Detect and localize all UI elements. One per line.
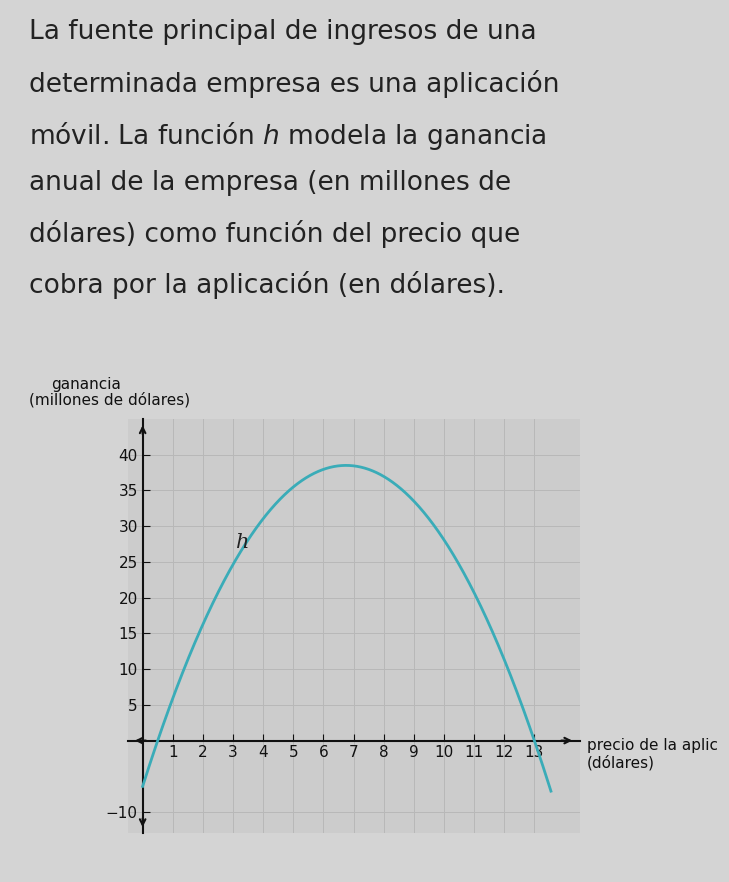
- Text: dólares) como función del precio que: dólares) como función del precio que: [29, 220, 521, 249]
- Text: (dólares): (dólares): [587, 755, 655, 771]
- Text: cobra por la aplicación (en dólares).: cobra por la aplicación (en dólares).: [29, 271, 505, 299]
- Text: La fuente principal de ingresos de una: La fuente principal de ingresos de una: [29, 19, 537, 45]
- Text: ganancia: ganancia: [51, 377, 121, 392]
- Text: h: h: [236, 533, 249, 551]
- Text: determinada empresa es una aplicación: determinada empresa es una aplicación: [29, 70, 560, 98]
- Text: anual de la empresa (en millones de: anual de la empresa (en millones de: [29, 170, 511, 196]
- Text: precio de la aplic: precio de la aplic: [587, 737, 718, 753]
- Text: (millones de dólares): (millones de dólares): [29, 392, 190, 407]
- Text: móvil. La función $h$ modela la ganancia: móvil. La función $h$ modela la ganancia: [29, 120, 547, 152]
